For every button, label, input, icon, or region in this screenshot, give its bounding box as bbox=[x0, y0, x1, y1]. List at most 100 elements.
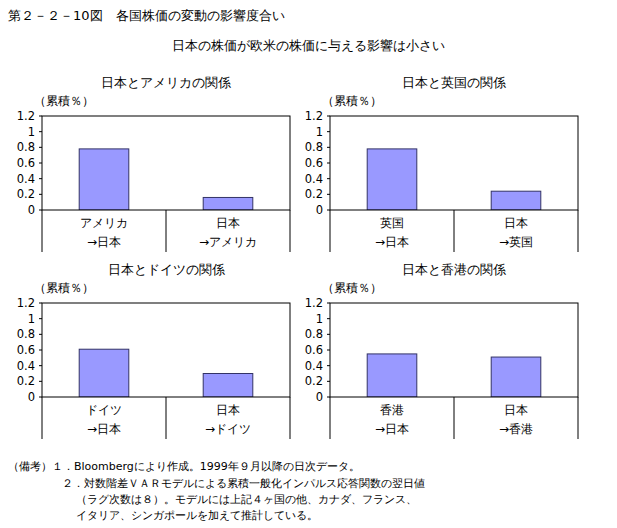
y-tick-label: 0.2 bbox=[305, 374, 323, 388]
y-tick-label: 0.2 bbox=[305, 187, 323, 201]
y-tick-label: 0.8 bbox=[305, 140, 323, 154]
y-tick bbox=[327, 318, 330, 319]
y-tick bbox=[39, 163, 42, 164]
x-tick-label-line: 日本 bbox=[504, 403, 528, 417]
bars bbox=[367, 354, 541, 397]
y-tick bbox=[39, 350, 42, 351]
chart-title: 日本とアメリカの関係 bbox=[101, 75, 231, 90]
x-tick-label-line: →ドイツ bbox=[205, 422, 251, 436]
category-separator bbox=[578, 210, 579, 252]
y-tick bbox=[327, 381, 330, 382]
x-tick-label-line: →香港 bbox=[499, 422, 533, 436]
chart-panel: 日本とアメリカの関係（累積％）00.20.40.60.811.2アメリカ→日本日… bbox=[17, 75, 290, 252]
y-tick-label: 0 bbox=[28, 390, 35, 404]
y-tick-label: 0.6 bbox=[305, 343, 323, 357]
y-tick-label: 0.8 bbox=[305, 327, 323, 341]
y-tick bbox=[39, 116, 42, 117]
figure-title: 第２－２－10図 各国株価の変動の影響度合い bbox=[8, 8, 285, 23]
y-tick-label: 1 bbox=[316, 125, 323, 139]
y-tick bbox=[39, 194, 42, 195]
category-separator bbox=[330, 397, 331, 439]
y-tick bbox=[327, 350, 330, 351]
y-axis-label: （累積％） bbox=[34, 281, 94, 295]
chart-title: 日本と英国の関係 bbox=[402, 75, 506, 90]
y-tick-label: 1.2 bbox=[17, 109, 35, 123]
chart-panel: 日本とドイツの関係（累積％）00.20.40.60.811.2ドイツ→日本日本→… bbox=[17, 262, 290, 439]
category-separator bbox=[330, 210, 331, 252]
y-axis-label: （累積％） bbox=[34, 94, 94, 108]
category-separator bbox=[454, 397, 455, 439]
y-tick-label: 1 bbox=[28, 312, 35, 326]
y-tick bbox=[327, 303, 330, 304]
category-separator bbox=[42, 397, 43, 439]
x-tick-label-line: →日本 bbox=[375, 422, 409, 436]
x-tick-label-line: 日本 bbox=[216, 216, 240, 230]
x-tick-label-line: 英国 bbox=[380, 216, 404, 230]
x-tick-label-line: →日本 bbox=[87, 422, 121, 436]
bar bbox=[79, 149, 129, 210]
x-tick-label-line: →日本 bbox=[375, 235, 409, 249]
bar bbox=[203, 374, 253, 398]
category-separator bbox=[454, 210, 455, 252]
y-tick-label: 0.6 bbox=[305, 156, 323, 170]
x-tick-label-line: →日本 bbox=[87, 235, 121, 249]
category-separator bbox=[578, 397, 579, 439]
y-tick-label: 1.2 bbox=[305, 109, 323, 123]
y-tick bbox=[39, 131, 42, 132]
y-tick bbox=[327, 147, 330, 148]
x-tick-label: 香港 →日本 bbox=[375, 403, 409, 436]
y-tick bbox=[39, 178, 42, 179]
bar bbox=[491, 357, 541, 397]
chart-title: 日本とドイツの関係 bbox=[108, 262, 225, 277]
y-tick-label: 0.2 bbox=[17, 374, 35, 388]
x-tick-label-line: 日本 bbox=[504, 216, 528, 230]
y-tick-label: 0.6 bbox=[17, 156, 35, 170]
x-tick-label-line: ドイツ bbox=[86, 403, 122, 417]
y-tick bbox=[327, 365, 330, 366]
y-tick-label: 1 bbox=[28, 125, 35, 139]
y-tick-label: 0.8 bbox=[17, 327, 35, 341]
x-tick-label: 日本→アメリカ bbox=[199, 216, 257, 249]
bars bbox=[367, 149, 541, 210]
x-tick-label: 日本 →英国 bbox=[499, 216, 533, 249]
y-tick-label: 0.4 bbox=[17, 172, 35, 186]
chart-panel: 日本と英国の関係 （累積％） 0 0.20.4 0.6 0.81 1.2 英国 →日本 日本 →英国 bbox=[305, 75, 578, 252]
chart-title: 日本と香港の関係 bbox=[402, 262, 506, 277]
figure-subtitle: 日本の株価が欧米の株価に与える影響は小さい bbox=[172, 38, 445, 53]
note: （ラグ次数は８）。モデルには上記４ヶ国の他、カナダ、フランス、 bbox=[76, 493, 417, 506]
plot-frame bbox=[330, 303, 578, 397]
y-tick bbox=[327, 131, 330, 132]
category-separator bbox=[290, 397, 291, 439]
y-tick bbox=[39, 318, 42, 319]
figure: 第２－２－10図 各国株価の変動の影響度合い日本の株価が欧米の株価に与える影響は… bbox=[0, 0, 617, 528]
y-tick-label: 1.2 bbox=[17, 296, 35, 310]
y-tick-label: 0.4 bbox=[17, 359, 35, 373]
x-tick-label-line: →英国 bbox=[499, 235, 533, 249]
category-separator bbox=[166, 397, 167, 439]
y-tick bbox=[327, 194, 330, 195]
note: （備考）１．Bloombergにより作成。1999年９月以降の日次データ。 bbox=[8, 460, 360, 473]
bars bbox=[79, 149, 253, 210]
y-tick-label: 0 bbox=[316, 203, 323, 217]
plot-frame bbox=[42, 303, 290, 397]
y-tick bbox=[39, 303, 42, 304]
y-tick-label: 0.8 bbox=[17, 140, 35, 154]
plot-frame bbox=[330, 116, 578, 210]
y-tick bbox=[327, 116, 330, 117]
y-tick bbox=[327, 334, 330, 335]
y-tick-label: 0 bbox=[316, 390, 323, 404]
note: イタリア、シンガポールを加えて推計している。 bbox=[76, 509, 318, 522]
x-tick-label: 日本→ドイツ bbox=[205, 403, 251, 436]
x-tick-label: 日本 →香港 bbox=[499, 403, 533, 436]
y-axis-label: （累積％） bbox=[322, 281, 382, 295]
x-tick-label: アメリカ→日本 bbox=[80, 216, 128, 249]
y-tick bbox=[39, 381, 42, 382]
bar bbox=[79, 349, 129, 397]
bar bbox=[367, 354, 417, 397]
y-tick-label: 0.4 bbox=[305, 172, 323, 186]
y-tick-label: 1.2 bbox=[305, 296, 323, 310]
x-tick-label-line: 香港 bbox=[380, 403, 404, 417]
y-axis-label: （累積％） bbox=[322, 94, 382, 108]
plot-frame bbox=[42, 116, 290, 210]
category-separator bbox=[166, 210, 167, 252]
